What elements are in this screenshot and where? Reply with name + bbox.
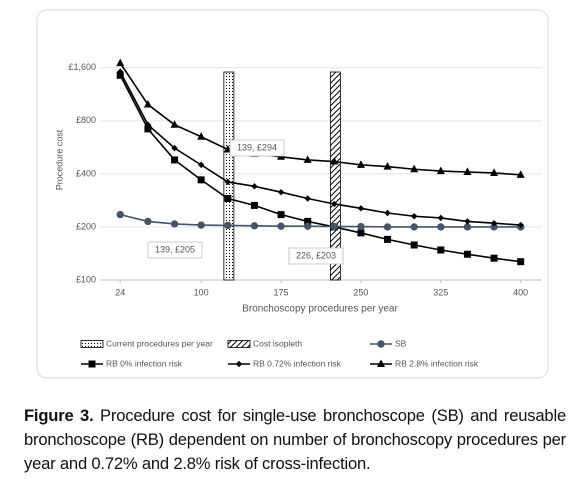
y-axis-label: Procedure cost xyxy=(54,129,64,190)
marker xyxy=(331,200,338,208)
marker xyxy=(410,241,418,249)
marker xyxy=(356,160,365,168)
legend-swatch xyxy=(227,340,251,348)
marker xyxy=(436,166,445,175)
marker xyxy=(517,258,525,266)
marker xyxy=(517,221,524,229)
annotation-box xyxy=(147,241,203,259)
marker xyxy=(144,217,152,226)
marker xyxy=(357,205,365,212)
marker xyxy=(223,144,232,153)
marker xyxy=(330,156,339,165)
figure-caption: Figure 3. Procedure cost for single-use … xyxy=(24,404,566,476)
marker xyxy=(197,161,205,169)
caption-label: Figure 3. xyxy=(24,406,94,425)
marker xyxy=(277,211,285,219)
legend-marker xyxy=(376,359,386,367)
marker xyxy=(250,201,258,209)
marker xyxy=(490,168,499,176)
marker xyxy=(197,221,205,229)
legend-marker xyxy=(377,340,385,348)
marker xyxy=(170,120,179,128)
marker xyxy=(490,254,498,262)
marker xyxy=(383,162,392,170)
series-line xyxy=(120,213,521,228)
legend-marker xyxy=(235,360,243,368)
caption-text: Procedure cost for single-use bronchosco… xyxy=(24,406,566,473)
series-line xyxy=(119,74,521,263)
marker xyxy=(463,167,472,175)
chart-frame xyxy=(36,9,549,379)
marker xyxy=(383,223,392,231)
legend-label: RB 0% infection risk xyxy=(106,358,183,368)
marker xyxy=(170,220,179,228)
marker xyxy=(357,229,365,237)
marker xyxy=(116,58,125,67)
marker xyxy=(197,176,205,184)
marker xyxy=(384,235,392,243)
x-tick-label: 250 xyxy=(353,287,368,297)
marker xyxy=(437,246,445,254)
marker xyxy=(437,223,445,231)
marker xyxy=(277,222,285,230)
annotation: 139, £294 xyxy=(237,142,277,152)
marker xyxy=(224,195,232,203)
marker xyxy=(277,188,285,196)
legend-label: Current procedures per year xyxy=(106,338,213,348)
marker xyxy=(384,209,391,217)
legend-swatch xyxy=(80,340,104,348)
marker xyxy=(171,156,179,164)
reference-bar xyxy=(223,71,235,281)
annotation: 139, £205 xyxy=(155,244,195,254)
marker xyxy=(171,144,178,152)
marker xyxy=(410,164,419,173)
marker xyxy=(224,221,232,230)
annotation-box xyxy=(288,247,344,265)
marker xyxy=(224,178,232,186)
marker xyxy=(117,68,124,75)
y-tick-label: £800 xyxy=(76,115,96,125)
y-tick-label: £1,600 xyxy=(68,62,96,72)
marker xyxy=(357,222,365,231)
chart: Procedure cost Bronchoscopy procedures p… xyxy=(36,9,549,379)
x-tick-label: 400 xyxy=(513,287,528,297)
reference-bar xyxy=(329,71,341,281)
marker xyxy=(330,222,339,231)
marker xyxy=(490,220,498,227)
annotation: 226, £203 xyxy=(296,250,336,260)
legend-label: Cost isopleth xyxy=(253,338,302,348)
y-tick-label: £100 xyxy=(76,274,96,284)
x-tick-label: 100 xyxy=(194,287,209,297)
marker xyxy=(304,195,311,202)
y-tick-label: £400 xyxy=(76,168,96,178)
marker xyxy=(410,213,418,220)
marker xyxy=(250,222,259,230)
annotation-box xyxy=(229,139,285,157)
marker xyxy=(197,132,206,140)
marker xyxy=(144,121,152,128)
marker xyxy=(464,218,471,225)
legend-label: RB 0.72% infection risk xyxy=(253,358,342,368)
marker xyxy=(303,155,312,163)
marker xyxy=(116,210,124,219)
x-tick-label: 24 xyxy=(115,287,125,297)
legend-label: RB 2.8% infection risk xyxy=(395,358,479,368)
marker xyxy=(463,223,472,231)
marker xyxy=(437,214,445,222)
x-tick-label: 175 xyxy=(274,287,289,297)
marker xyxy=(303,222,312,230)
legend-marker xyxy=(88,360,96,368)
marker xyxy=(463,250,471,258)
y-tick-label: £200 xyxy=(76,221,96,231)
series-line xyxy=(119,62,521,176)
x-axis-label: Bronchoscopy procedures per year xyxy=(242,304,398,315)
series-line xyxy=(119,71,521,226)
marker xyxy=(516,170,525,178)
legend-label: SB xyxy=(395,338,407,348)
x-tick-label: 325 xyxy=(433,287,448,297)
marker xyxy=(143,99,152,108)
marker xyxy=(410,223,418,231)
marker xyxy=(251,183,258,190)
